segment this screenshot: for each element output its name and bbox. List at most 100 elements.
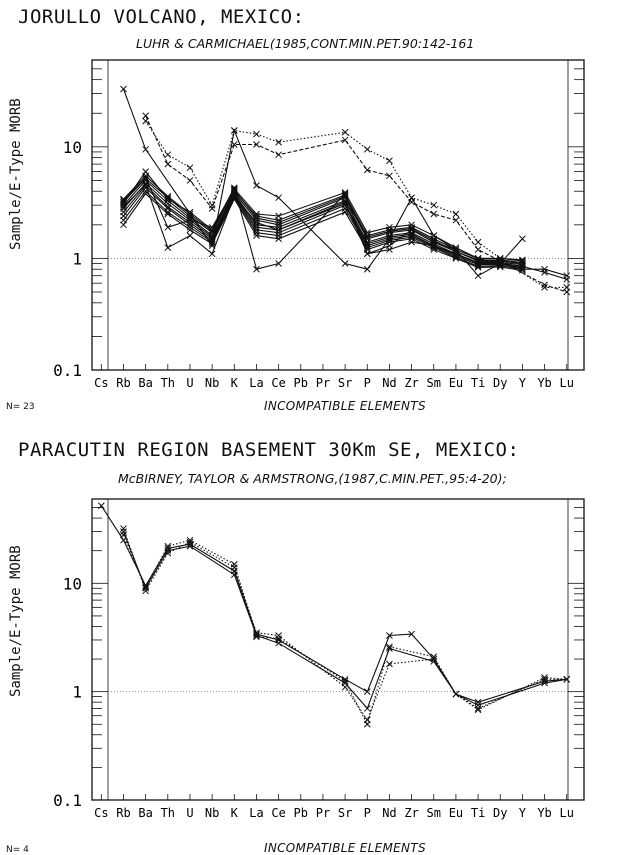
data-point-marker	[363, 688, 371, 696]
x-tick-label: Ce	[271, 376, 285, 390]
data-point-marker	[341, 260, 349, 267]
y-minor-ticks	[92, 59, 584, 371]
series-line	[123, 186, 523, 268]
data-point-marker	[253, 141, 260, 148]
data-point-marker	[386, 645, 393, 652]
series-line	[122, 528, 567, 721]
data-point-marker	[142, 112, 150, 120]
data-point-marker	[386, 242, 393, 250]
chart-panel-paracutin: PARACUTIN REGION BASEMENT 30Km SE, MEXIC…	[0, 427, 620, 855]
data-point-marker	[452, 690, 460, 698]
data-point-marker	[474, 238, 482, 246]
x-tick-label: Yb	[537, 376, 551, 390]
data-point-marker	[275, 235, 282, 243]
data-point-marker	[386, 632, 393, 639]
data-point-marker	[253, 229, 260, 237]
series-line	[145, 120, 567, 288]
data-point-marker	[120, 203, 127, 211]
data-point-marker	[386, 172, 393, 180]
y-tick-label: 0.1	[53, 361, 82, 380]
data-point-marker	[230, 560, 238, 568]
data-point-marker	[275, 151, 282, 159]
series-3	[120, 525, 571, 724]
data-point-marker	[474, 272, 482, 280]
series-15	[142, 112, 571, 296]
y-tick-label: 1	[72, 683, 82, 702]
x-tick-label: Ce	[271, 806, 285, 820]
x-tick-label: Nb	[205, 806, 219, 820]
data-point-marker	[408, 198, 415, 206]
data-point-marker	[120, 200, 127, 207]
data-point-marker	[341, 128, 349, 136]
x-tick-label: K	[231, 376, 239, 390]
data-point-marker	[164, 223, 172, 231]
x-tick-label: La	[249, 376, 263, 390]
data-point-marker	[341, 208, 349, 216]
data-point-marker	[208, 242, 216, 250]
chart-panel-jorullo: JORULLO VOLCANO, MEXICO: LUHR & CARMICHA…	[0, 0, 620, 427]
data-point-marker	[164, 208, 172, 216]
plot-area: 0.1 1 10 Cs Rb Ba Th U Nb K La Ce Pb Pr Sr P Nd Zr Sm Eu Ti D…	[53, 498, 585, 820]
data-point-marker	[164, 192, 172, 200]
data-point-marker	[253, 182, 260, 189]
plot-frame	[91, 498, 585, 801]
data-point-marker	[408, 630, 415, 638]
data-point-marker	[97, 502, 105, 510]
data-point-marker	[230, 141, 238, 148]
x-tick-label: Dy	[493, 806, 507, 820]
data-point-marker	[474, 246, 482, 253]
data-point-marker	[120, 531, 127, 539]
data-point-marker	[275, 212, 282, 220]
data-point-marker	[430, 232, 438, 239]
data-point-marker	[363, 166, 371, 174]
data-point-marker	[452, 210, 460, 218]
x-tick-label: La	[249, 806, 263, 820]
data-point-marker	[120, 85, 127, 93]
data-point-marker	[541, 269, 548, 276]
sample-count: N= 4	[6, 845, 29, 855]
data-point-marker	[541, 674, 548, 681]
data-point-marker	[253, 130, 260, 138]
chart-title: JORULLO VOLCANO, MEXICO:	[18, 6, 305, 28]
data-point-marker	[386, 157, 393, 165]
x-tick-label: U	[186, 376, 193, 390]
y-minor-ticks	[92, 498, 584, 801]
y-axis-label: Sample/E-Type MORB	[8, 98, 24, 250]
data-point-marker	[120, 197, 127, 204]
data-point-marker	[186, 536, 194, 544]
data-point-marker	[142, 181, 150, 188]
data-point-marker	[430, 210, 438, 218]
x-tick-label: Sm	[427, 806, 441, 820]
data-point-marker	[253, 633, 260, 641]
data-point-marker	[563, 675, 571, 683]
data-point-marker	[430, 238, 438, 246]
data-point-marker	[186, 216, 194, 224]
data-point-marker	[164, 549, 172, 557]
x-axis-label: INCOMPATIBLE ELEMENTS	[264, 841, 426, 855]
data-point-marker	[253, 219, 260, 226]
x-tick-label: Cs	[94, 806, 108, 820]
data-point-marker	[474, 257, 482, 265]
data-point-marker	[164, 542, 172, 550]
x-tick-label: Pb	[294, 376, 308, 390]
data-point-marker	[164, 151, 172, 159]
series-line	[122, 534, 567, 726]
series-2	[120, 528, 571, 712]
x-tick-label: Cs	[94, 376, 108, 390]
data-point-marker	[186, 177, 194, 184]
data-point-marker	[164, 210, 172, 218]
x-tick-label: Eu	[449, 376, 463, 390]
series-line	[122, 88, 523, 277]
x-tick-label: Sr	[338, 376, 352, 390]
data-point-marker	[563, 288, 571, 296]
y-axis-label: Sample/E-Type MORB	[8, 545, 24, 697]
series-11	[120, 85, 526, 280]
data-point-marker	[186, 208, 194, 216]
data-point-marker	[430, 653, 438, 661]
data-point-marker	[363, 720, 371, 728]
x-tick-label: Nd	[382, 376, 396, 390]
x-tick-label: Pr	[316, 376, 330, 390]
data-point-marker	[186, 538, 194, 546]
x-tick-label: Zr	[404, 376, 418, 390]
data-point-marker	[275, 635, 282, 642]
